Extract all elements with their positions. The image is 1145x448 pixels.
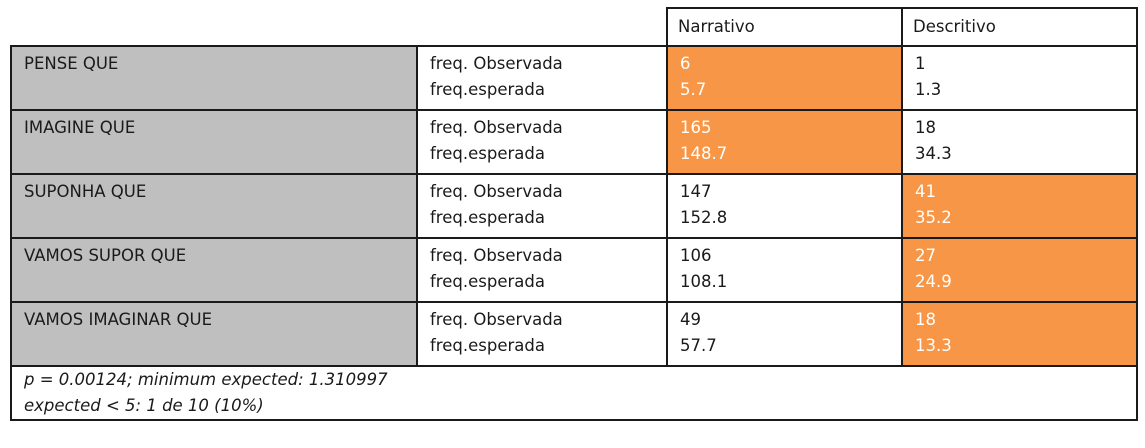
- narrativo-cell: 147 152.8: [666, 173, 903, 239]
- measure-cell-value: freq.esperada: [430, 80, 545, 99]
- descritivo-cell-value: 35.2: [915, 208, 952, 227]
- measure-cell-value: freq.esperada: [430, 272, 545, 291]
- narrativo-cell-value: 57.7: [680, 336, 717, 355]
- narrativo-cell-value: 147: [680, 182, 712, 201]
- measure-cell: freq. Observada freq.esperada: [416, 173, 668, 239]
- row-label: VAMOS SUPOR QUE: [10, 237, 418, 303]
- narrativo-cell: 165 148.7: [666, 109, 903, 175]
- footer-row: p = 0.00124; minimum expected: 1.310997 e…: [10, 365, 1138, 421]
- descritivo-cell-value: 41: [915, 182, 936, 201]
- descritivo-cell-value: 1.3: [915, 80, 942, 99]
- descritivo-cell-value: 13.3: [915, 336, 952, 355]
- table-row-suponha-que: SUPONHA QUE freq. Observada freq.esperada 1…: [10, 173, 1138, 239]
- narrativo-cell-value: 165: [680, 118, 712, 137]
- measure-cell-value: freq.esperada: [430, 336, 545, 355]
- descritivo-cell-value: 27: [915, 246, 936, 265]
- row-label: VAMOS IMAGINAR QUE: [10, 301, 418, 367]
- descritivo-cell: 18 34.3: [901, 109, 1138, 175]
- row-label: IMAGINE QUE: [10, 109, 418, 175]
- descritivo-cell: 18 13.3: [901, 301, 1138, 367]
- descritivo-cell-value: 18: [915, 118, 936, 137]
- narrativo-cell-value: 5.7: [680, 80, 707, 99]
- descritivo-cell-value: 1: [915, 54, 926, 73]
- descritivo-cell-value: 34.3: [915, 144, 952, 163]
- descritivo-cell: 41 35.2: [901, 173, 1138, 239]
- narrativo-cell: 6 5.7: [666, 45, 903, 111]
- descritivo-cell: 27 24.9: [901, 237, 1138, 303]
- table-row-imagine-que: IMAGINE QUE freq. Observada freq.esperada 1…: [10, 109, 1138, 175]
- narrativo-cell-value: 148.7: [680, 144, 728, 163]
- measure-cell-value: freq.esperada: [430, 208, 545, 227]
- measure-cell-value: freq. Observada: [430, 182, 563, 201]
- column-header-narrativo: Narrativo: [666, 7, 903, 47]
- measure-cell-value: freq.esperada: [430, 144, 545, 163]
- column-header-descritivo: Descritivo: [901, 7, 1138, 47]
- narrativo-cell: 49 57.7: [666, 301, 903, 367]
- descritivo-cell: 1 1.3: [901, 45, 1138, 111]
- table-row-vamos-imaginar-que: VAMOS IMAGINAR QUE freq. Observada freq.es…: [10, 301, 1138, 367]
- frequency-table: Narrativo Descritivo PENSE QUE freq. Obse…: [10, 7, 1138, 421]
- measure-cell: freq. Observada freq.esperada: [416, 301, 668, 367]
- stats-footer: p = 0.00124; minimum expected: 1.310997 e…: [10, 365, 1138, 421]
- narrativo-cell-value: 108.1: [680, 272, 728, 291]
- row-label: SUPONHA QUE: [10, 173, 418, 239]
- measure-cell-value: freq. Observada: [430, 54, 563, 73]
- measure-cell-value: freq. Observada: [430, 310, 563, 329]
- narrativo-cell-value: 152.8: [680, 208, 728, 227]
- table-body: Narrativo Descritivo PENSE QUE freq. Obse…: [10, 7, 1138, 421]
- measure-cell-value: freq. Observada: [430, 118, 563, 137]
- descritivo-cell-value: 24.9: [915, 272, 952, 291]
- stats-line: p = 0.00124; minimum expected: 1.310997: [24, 370, 388, 389]
- measure-cell-value: freq. Observada: [430, 246, 563, 265]
- narrativo-cell-value: 106: [680, 246, 712, 265]
- header-blank-cell: [11, 8, 417, 46]
- narrativo-cell-value: 6: [680, 54, 691, 73]
- header-row: Narrativo Descritivo: [11, 7, 1138, 47]
- measure-cell: freq. Observada freq.esperada: [416, 237, 668, 303]
- descritivo-cell-value: 18: [915, 310, 936, 329]
- table-row-pense-que: PENSE QUE freq. Observada freq.esperada 6 5.…: [10, 45, 1138, 111]
- row-label: PENSE QUE: [10, 45, 418, 111]
- stats-line: expected < 5: 1 de 10 (10%): [24, 396, 264, 415]
- narrativo-cell-value: 49: [680, 310, 701, 329]
- measure-cell: freq. Observada freq.esperada: [416, 109, 668, 175]
- header-blank-cell: [417, 8, 668, 47]
- table-row-vamos-supor-que: VAMOS SUPOR QUE freq. Observada freq.esper…: [10, 237, 1138, 303]
- narrativo-cell: 106 108.1: [666, 237, 903, 303]
- measure-cell: freq. Observada freq.esperada: [416, 45, 668, 111]
